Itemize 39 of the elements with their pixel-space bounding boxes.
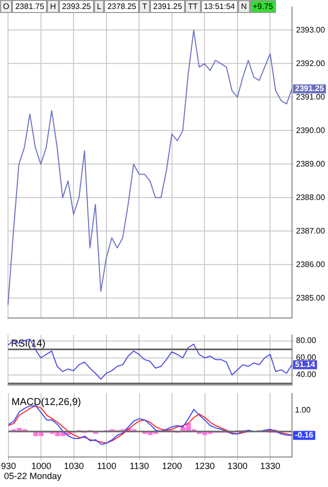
text: 05-22 Monday [4,471,62,481]
x-tick-label: 1330 [260,461,280,472]
y-tick-label: 80.00 [296,336,317,345]
text: 1.00 [295,406,312,415]
chart-title: MACD(12,26,9) [12,396,81,408]
y-tick-label: 2390.00 [296,126,326,135]
annotation: +9.75 [250,0,276,13]
y-tick-label: 2393.00 [296,25,326,34]
annotation: N [238,0,250,13]
x-tick-label: 1130 [130,461,150,472]
annotation: 2378.25 [104,0,140,13]
y-tick-label: 60.00 [296,353,317,362]
text: 2391.25 [295,84,324,94]
x-tick-label: 1000 [31,461,52,472]
annotation: L [94,0,104,13]
x-tick-label: 1030 [64,461,84,472]
y-tick-label: 2392.00 [296,58,326,68]
y-tick-label: 2386.00 [296,260,326,269]
x-tick-label: 1230 [194,461,215,472]
annotation: T [139,0,150,13]
x-tick-label: 930 [0,461,16,472]
text: 51.14 [295,360,316,369]
annotation: O [0,0,12,13]
y-tick-label: 2389.00 [296,159,326,168]
x-tick-label: 1300 [227,461,248,472]
annotation: 13:51:54 [200,0,238,13]
y-tick-label: 2387.00 [296,226,326,236]
text: -0.16 [295,430,314,440]
annotation: TT [185,0,201,13]
annotation: 2381.75 [12,0,48,13]
annotation: H [47,0,59,13]
y-tick-label: 2385.00 [296,293,326,302]
x-tick-label: 1100 [96,461,116,472]
y-tick-label: 2388.00 [296,192,326,202]
annotation: 2391.25 [150,0,186,13]
y-tick-label: 2391.00 [296,92,326,102]
annotation: 2393.25 [58,0,94,13]
x-tick-label: 1200 [162,461,182,472]
y-tick-label: 40.00 [296,370,317,380]
